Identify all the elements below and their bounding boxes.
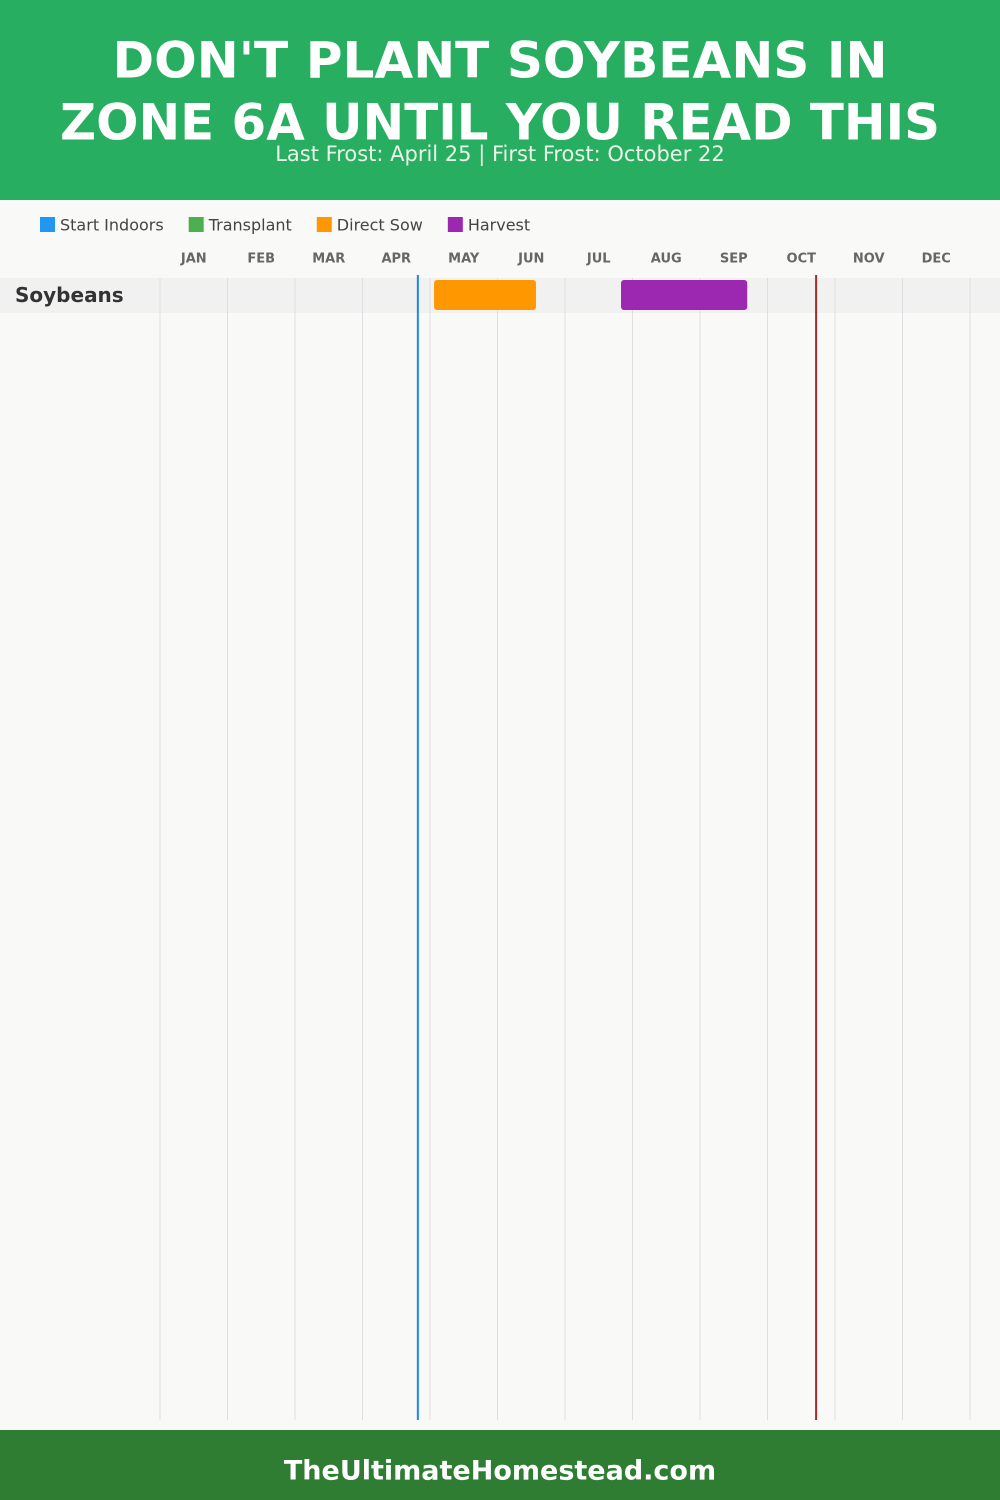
- task-bar: [621, 280, 748, 310]
- title-line: DON'T PLANT SOYBEANS IN: [113, 32, 888, 90]
- month-label: APR: [381, 252, 411, 267]
- footer-band: [0, 1430, 1000, 1500]
- legend-label: Start Indoors: [60, 216, 164, 235]
- month-label: MAY: [448, 252, 480, 267]
- legend-swatch: [316, 217, 332, 232]
- row-label: Soybeans: [15, 283, 124, 307]
- legend-label: Harvest: [468, 216, 530, 235]
- month-label: SEP: [720, 252, 748, 267]
- month-label: OCT: [787, 252, 817, 267]
- month-label: JAN: [180, 252, 207, 267]
- month-label: AUG: [651, 252, 682, 267]
- month-label: DEC: [922, 252, 951, 267]
- legend-swatch: [447, 217, 463, 232]
- legend-swatch: [188, 217, 204, 232]
- title-line: ZONE 6A UNTIL YOU READ THIS: [60, 94, 940, 152]
- header-band: [0, 0, 1000, 200]
- month-label: FEB: [247, 252, 275, 267]
- task-bar: [434, 280, 536, 310]
- month-label: JUL: [586, 252, 611, 267]
- footer: TheUltimateHomestead.com: [284, 1456, 716, 1487]
- legend-swatch: [40, 217, 55, 232]
- month-label: JUN: [517, 252, 544, 267]
- month-label: NOV: [853, 252, 885, 267]
- month-label: MAR: [312, 252, 345, 267]
- legend-label: Direct Sow: [337, 216, 423, 235]
- subtitle: Last Frost: April 25 | First Frost: Octo…: [275, 142, 725, 167]
- legend-label: Transplant: [208, 216, 292, 235]
